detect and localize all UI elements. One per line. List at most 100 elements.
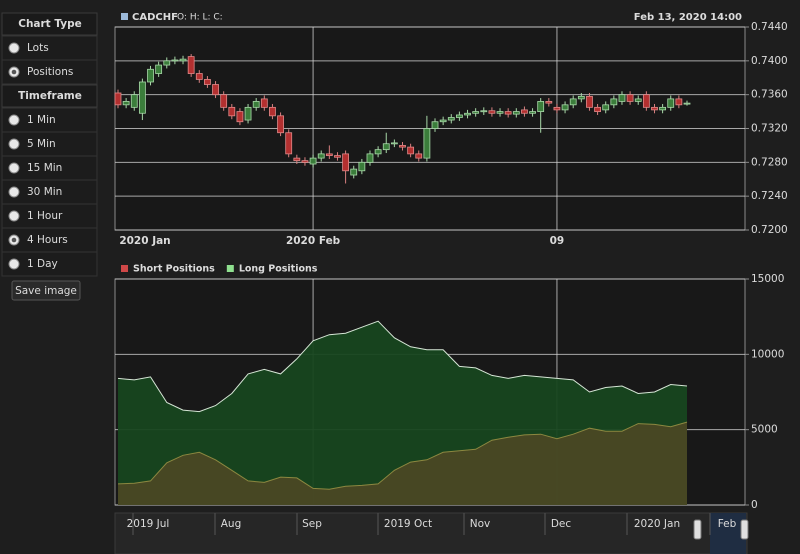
candle-body — [163, 60, 171, 66]
candle-body — [342, 153, 350, 172]
symbol-icon — [121, 13, 128, 20]
candle-body — [155, 64, 163, 74]
candle-body — [220, 94, 228, 108]
save-button[interactable] — [11, 280, 81, 301]
option-label[interactable]: 1 Hour — [27, 210, 63, 222]
navigator-handle-right[interactable] — [740, 519, 749, 540]
candle-body — [659, 106, 667, 111]
candle-body — [447, 117, 455, 121]
radio-button[interactable] — [8, 258, 20, 270]
candle-body — [431, 121, 439, 129]
candle-body — [561, 104, 569, 111]
area-line — [117, 421, 688, 490]
candle-body — [399, 145, 406, 148]
section-title: Chart Type — [18, 18, 82, 30]
option-label[interactable]: 5 Min — [27, 138, 56, 150]
navigator-label: 2019 Oct — [384, 518, 432, 530]
option-label[interactable]: 4 Hours — [27, 234, 68, 246]
navigator — [114, 512, 748, 554]
radio-button[interactable] — [8, 162, 20, 174]
legend-label: Short Positions — [133, 264, 215, 275]
navigator-label: 2020 Jan — [634, 518, 680, 530]
candle-body — [675, 98, 683, 106]
x-tick-label: 09 — [550, 235, 565, 247]
y-tick-label: 0.7440 — [751, 21, 788, 33]
candle-body — [293, 157, 301, 162]
candle-body — [634, 98, 642, 102]
candle-body — [195, 73, 203, 80]
radio-button[interactable] — [8, 138, 20, 150]
option-label[interactable]: 30 Min — [27, 186, 62, 198]
candle-body — [577, 95, 585, 100]
radio-button[interactable] — [8, 114, 20, 126]
candle-body — [204, 79, 211, 85]
candle-body — [642, 94, 650, 108]
candle-body — [138, 81, 146, 114]
candle-body — [260, 98, 268, 108]
candle-body — [130, 94, 138, 108]
candle-body — [390, 142, 398, 145]
candle-body — [488, 110, 496, 114]
option-label[interactable]: 15 Min — [27, 162, 62, 174]
candle-body — [496, 111, 504, 114]
candle-body — [334, 155, 341, 158]
option-row[interactable] — [1, 59, 98, 85]
radio-button[interactable] — [8, 210, 20, 222]
option-label[interactable]: Lots — [27, 42, 49, 54]
candle-body — [521, 109, 528, 114]
radio-button[interactable] — [8, 186, 20, 198]
candle-body — [277, 115, 284, 134]
candle-body — [651, 106, 658, 111]
radio-dot — [11, 69, 17, 75]
navigator-label: Feb — [718, 518, 737, 530]
candle-body — [504, 111, 512, 115]
candle-body — [350, 168, 358, 176]
y-tick-label: 15000 — [751, 273, 784, 285]
candle-body — [252, 101, 260, 108]
candle-body — [285, 132, 293, 155]
candle-body — [179, 58, 187, 62]
symbol-title: CADCHF — [132, 12, 178, 23]
candle-body — [374, 149, 382, 155]
section-header — [1, 84, 98, 108]
candle-body — [317, 153, 325, 159]
x-tick-label: 2020 Feb — [286, 235, 341, 247]
candle-body — [228, 106, 236, 117]
candle-body — [512, 111, 520, 115]
candle-body — [480, 110, 488, 113]
option-row[interactable] — [1, 251, 98, 277]
candle-body — [569, 98, 577, 106]
option-label[interactable]: Positions — [27, 66, 73, 78]
navigator-handle-left[interactable] — [693, 519, 702, 540]
legend-label: Long Positions — [239, 264, 318, 275]
navigator-label: Dec — [551, 518, 572, 530]
y-tick-label: 0.7280 — [751, 156, 788, 168]
candle-body — [114, 92, 122, 106]
area-fill — [118, 422, 687, 505]
candle-body — [667, 98, 675, 108]
candle-body — [122, 101, 130, 106]
legend-marker — [121, 265, 128, 272]
save-button-label[interactable]: Save image — [15, 285, 77, 297]
candle-body — [472, 111, 480, 114]
candle-body — [529, 111, 536, 114]
legend-marker — [226, 265, 234, 272]
candle-body — [537, 101, 545, 112]
candle-body — [586, 95, 593, 108]
candle-body — [301, 160, 309, 163]
candle-body — [626, 94, 634, 102]
radio-button[interactable] — [8, 42, 20, 54]
navigator-label: 2019 Jul — [127, 518, 170, 530]
y-tick-label: 0 — [751, 499, 758, 511]
section-title: Timeframe — [18, 90, 82, 102]
x-tick-label: 2020 Jan — [119, 235, 170, 247]
candle-body — [309, 157, 317, 165]
candle-body — [171, 59, 179, 62]
option-label[interactable]: 1 Day — [27, 258, 58, 270]
y-tick-label: 0.7240 — [751, 190, 788, 202]
option-label[interactable]: 1 Min — [27, 114, 56, 126]
candle-body — [439, 119, 447, 123]
candle-body — [382, 143, 390, 151]
